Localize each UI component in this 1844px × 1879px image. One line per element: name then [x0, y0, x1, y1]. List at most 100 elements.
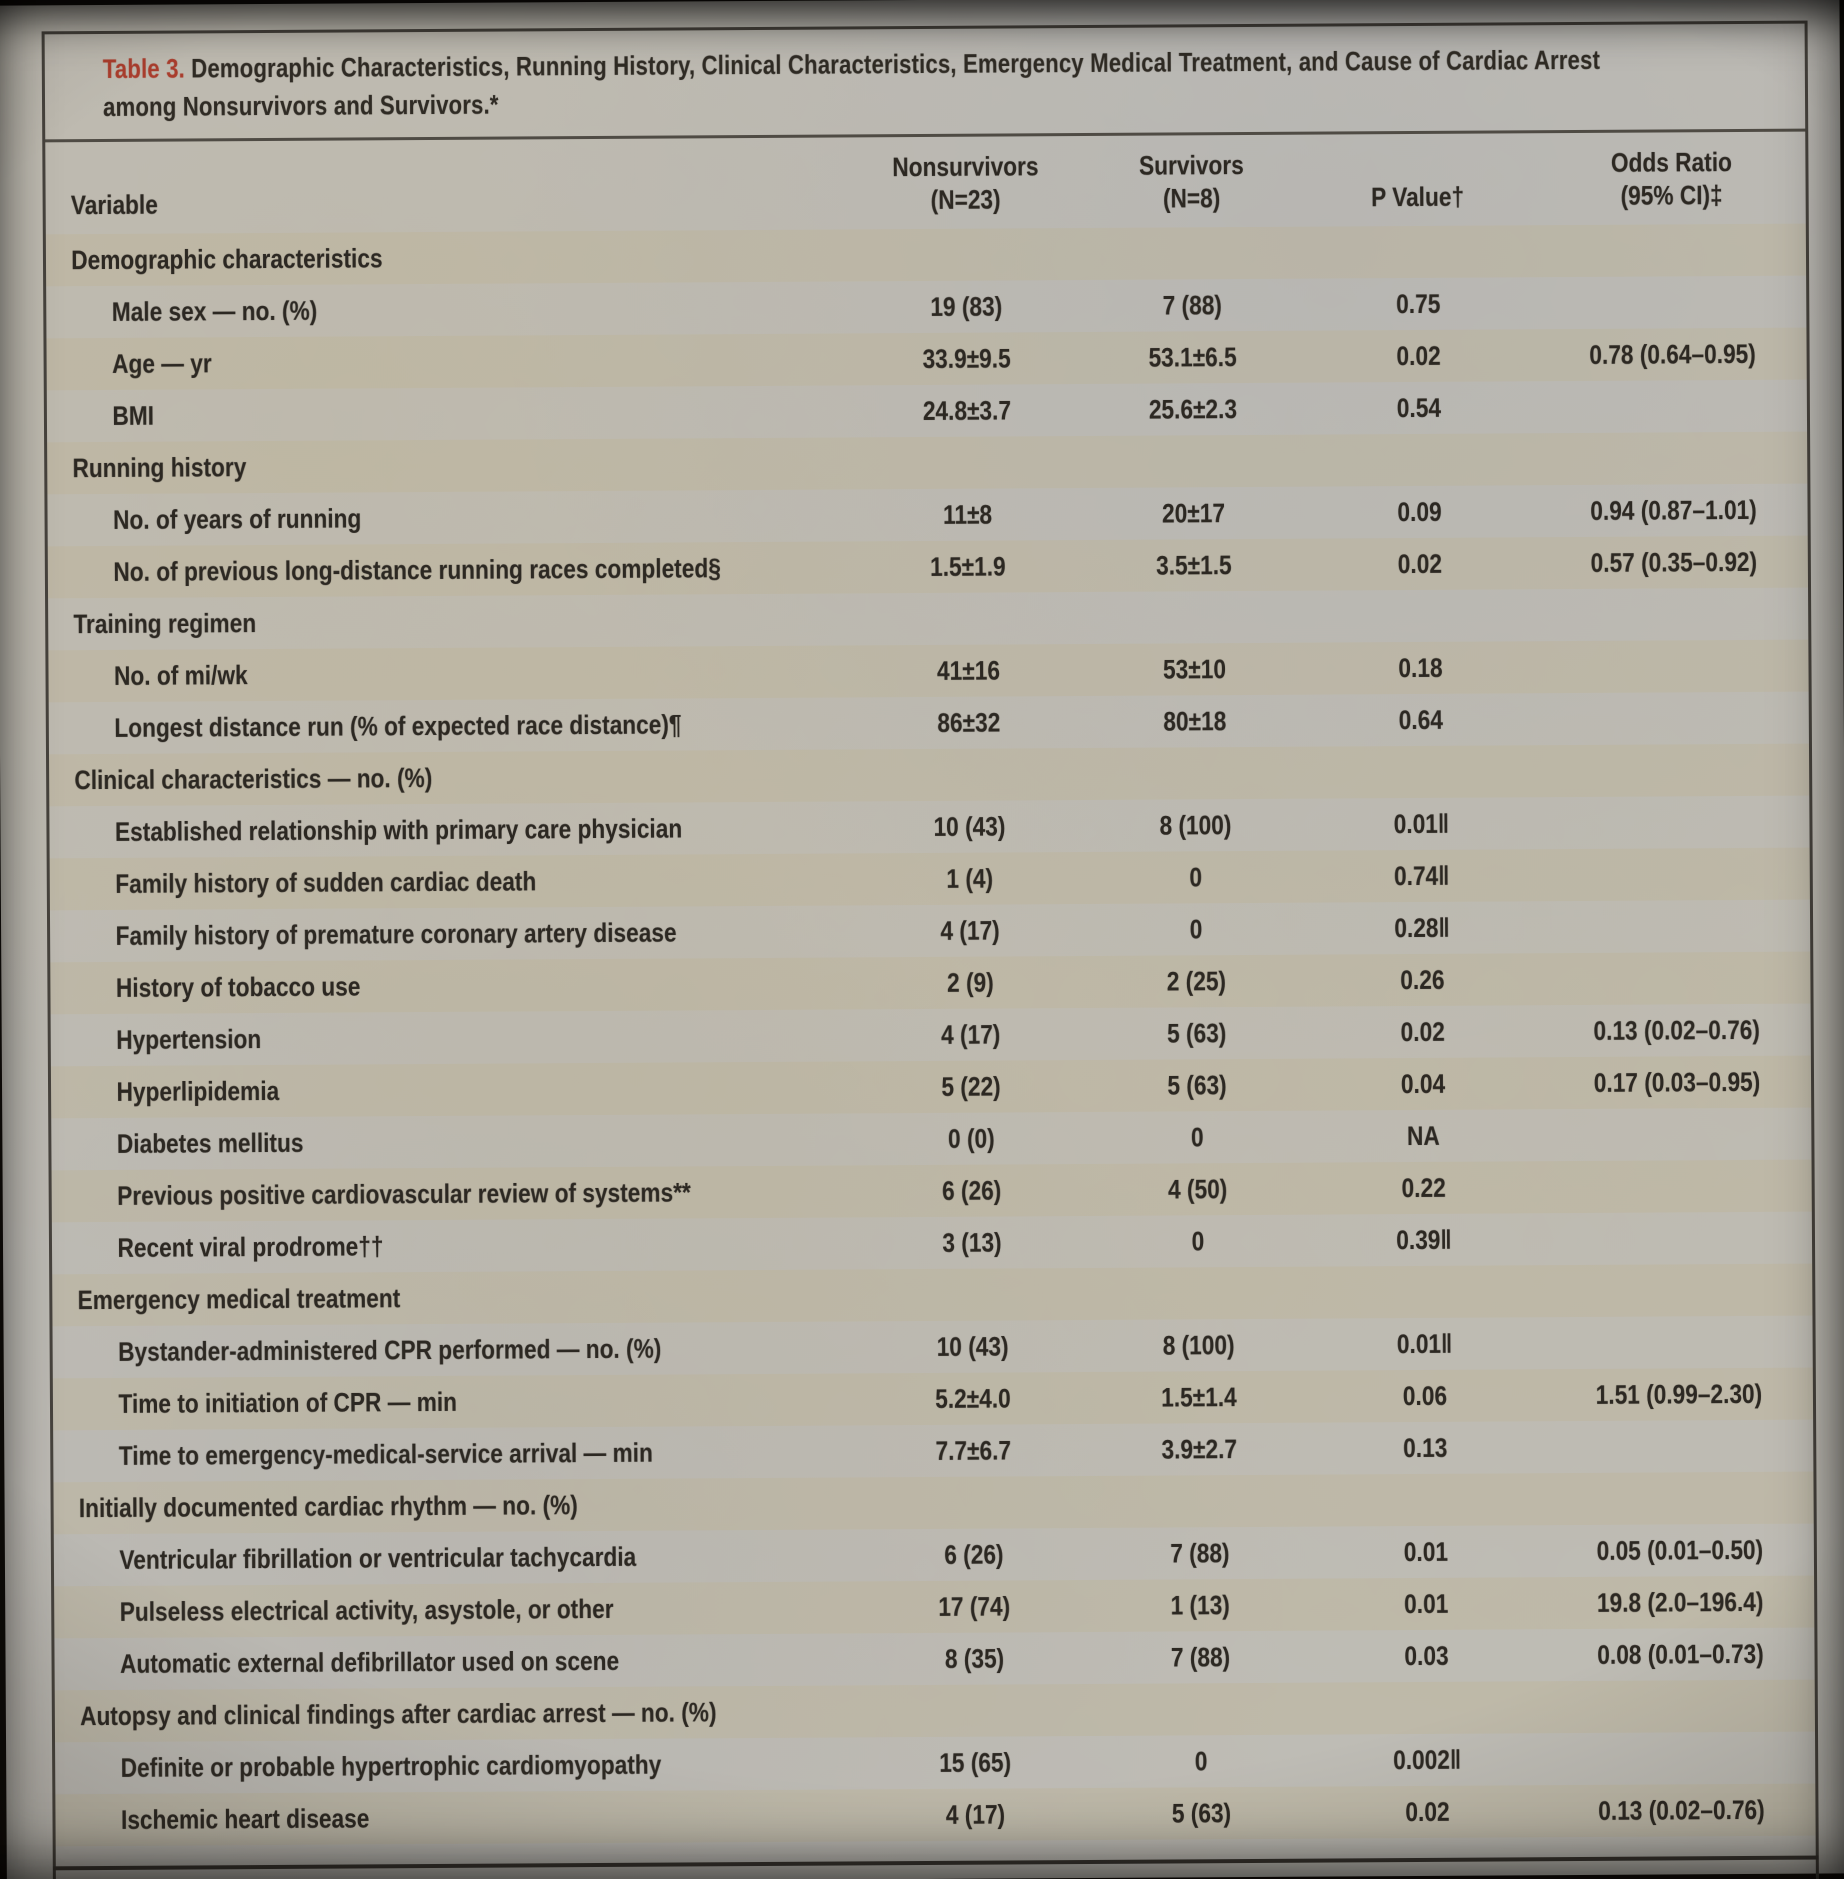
nonsurvivors-header-line1: Nonsurvivors — [892, 151, 1039, 183]
cell-odds-ratio — [1564, 926, 1789, 927]
cell-nonsurvivors: 41±16 — [936, 655, 1001, 686]
row-label: Family history of sudden cardiac death — [115, 865, 537, 899]
row-label: Recent viral prodrome†† — [117, 1230, 384, 1263]
cell-odds-ratio — [1566, 1342, 1791, 1343]
cell-survivors: 0 — [1191, 1225, 1205, 1256]
cell-survivors: 0 — [1189, 861, 1203, 892]
cell-survivors: 3.9±2.7 — [1161, 1433, 1238, 1465]
cell-pvalue: 0.002‖ — [1393, 1744, 1462, 1775]
cell-survivors: 80±18 — [1163, 705, 1227, 737]
cell-pvalue: 0.22 — [1401, 1172, 1446, 1203]
cell-odds-ratio — [1565, 1238, 1790, 1239]
cell-nonsurvivors: 6 (26) — [941, 1175, 1002, 1206]
cell-odds-ratio: 0.05 (0.01–0.50) — [1596, 1534, 1764, 1566]
cell-survivors: 4 (50) — [1167, 1173, 1228, 1205]
row-label: Ventricular fibrillation or ventricular … — [119, 1541, 637, 1575]
cell-pvalue: 0.01‖ — [1393, 808, 1450, 839]
cell-pvalue: 0.01 — [1403, 1536, 1449, 1567]
cell-survivors: 8 (100) — [1162, 1329, 1235, 1361]
cell-pvalue: 0.01‖ — [1396, 1328, 1453, 1359]
cell-nonsurvivors: 3 (13) — [942, 1227, 1002, 1258]
row-label: Pulseless electrical activity, asystole,… — [119, 1593, 614, 1627]
odds-ratio-column-header: Odds Ratio (95% CI)‡ — [1559, 146, 1785, 213]
cell-odds-ratio — [1560, 406, 1785, 407]
cell-nonsurvivors: 5.2±4.0 — [935, 1382, 1011, 1414]
row-label: Hypertension — [116, 1023, 262, 1055]
cell-nonsurvivors: 24.8±3.7 — [922, 394, 1012, 426]
cell-odds-ratio: 0.13 (0.02–0.76) — [1598, 1794, 1765, 1826]
row-label: Hyperlipidemia — [116, 1075, 280, 1107]
cell-nonsurvivors: 1 (4) — [946, 863, 994, 894]
survivors-column-header: Survivors (N=8) — [1102, 149, 1280, 216]
cell-odds-ratio — [1569, 1758, 1794, 1759]
cell-pvalue: 0.02 — [1405, 1796, 1450, 1827]
variable-column-header: Variable — [70, 189, 158, 221]
cell-odds-ratio — [1563, 874, 1788, 875]
cell-nonsurvivors: 8 (35) — [944, 1643, 1005, 1674]
cell-nonsurvivors: 6 (26) — [944, 1539, 1004, 1570]
cell-odds-ratio: 0.57 (0.35–0.92) — [1590, 546, 1758, 578]
cell-nonsurvivors: 10 (43) — [936, 1330, 1009, 1362]
section-label: Initially documented cardiac rhythm — no… — [78, 1489, 578, 1523]
cell-odds-ratio: 0.08 (0.01–0.73) — [1597, 1638, 1764, 1670]
cell-odds-ratio: 1.51 (0.99–2.30) — [1595, 1378, 1763, 1410]
row-label: No. of mi/wk — [113, 659, 248, 691]
section-label: Emergency medical treatment — [77, 1282, 401, 1315]
row-label: Bystander-administered CPR performed — n… — [118, 1333, 662, 1367]
section-label: Training regimen — [73, 607, 257, 639]
section-label: Clinical characteristics — no. (%) — [74, 762, 433, 795]
cell-pvalue: 0.74‖ — [1393, 860, 1450, 891]
row-label: Longest distance run (% of expected race… — [114, 708, 682, 743]
column-header-row: Variable Nonsurvivors (N=23) Survivors (… — [45, 132, 1806, 235]
survivors-header-line1: Survivors — [1139, 150, 1244, 181]
row-label: Time to initiation of CPR — min — [118, 1386, 458, 1419]
cell-odds-ratio — [1562, 666, 1787, 667]
table-number-label: Table 3. — [102, 53, 186, 84]
nonsurvivors-column-header: Nonsurvivors (N=23) — [865, 150, 1067, 217]
cell-nonsurvivors: 5 (22) — [941, 1071, 1001, 1102]
cell-survivors: 7 (88) — [1170, 1537, 1230, 1568]
cell-survivors: 1 (13) — [1170, 1589, 1230, 1620]
cell-pvalue: NA — [1406, 1120, 1440, 1151]
row-label: Male sex — no. (%) — [111, 295, 318, 327]
odds-ratio-header-line2: (95% CI)‡ — [1620, 180, 1723, 211]
cell-odds-ratio — [1567, 1446, 1792, 1447]
cell-survivors: 3.5±1.5 — [1156, 549, 1232, 581]
cell-survivors: 53±10 — [1162, 653, 1227, 685]
cell-odds-ratio — [1562, 718, 1787, 719]
cell-survivors: 7 (88) — [1170, 1641, 1231, 1672]
cell-odds-ratio — [1565, 1186, 1790, 1187]
cell-nonsurvivors: 17 (74) — [938, 1590, 1011, 1622]
row-label: Family history of premature coronary art… — [115, 917, 677, 951]
cell-nonsurvivors: 4 (17) — [940, 1019, 1001, 1050]
cell-nonsurvivors: 86±32 — [937, 707, 1001, 738]
table-bottom-rule — [52, 1855, 1819, 1871]
cell-pvalue: 0.02 — [1396, 340, 1441, 371]
row-label: Diabetes mellitus — [116, 1127, 304, 1159]
cell-survivors: 20±17 — [1161, 497, 1226, 529]
section-label: Autopsy and clinical findings after card… — [79, 1696, 717, 1731]
cell-odds-ratio — [1560, 302, 1785, 303]
cell-odds-ratio: 0.94 (0.87–1.01) — [1590, 494, 1757, 526]
cell-nonsurvivors: 4 (17) — [940, 915, 1000, 946]
section-label: Demographic characteristics — [71, 242, 383, 275]
section-label: Running history — [72, 451, 247, 483]
row-label: No. of years of running — [112, 502, 362, 535]
cell-pvalue: 0.04 — [1400, 1068, 1446, 1099]
cell-nonsurvivors: 0 (0) — [947, 1123, 995, 1154]
cell-odds-ratio: 0.78 (0.64–0.95) — [1589, 338, 1756, 370]
cell-survivors: 53.1±6.5 — [1148, 341, 1237, 373]
table-row: Ischemic heart disease 4 (17) 5 (63) 0.02 0.… — [55, 1783, 1816, 1847]
cell-odds-ratio — [1564, 978, 1789, 979]
cell-pvalue: 0.02 — [1397, 548, 1443, 579]
cell-nonsurvivors: 1.5±1.9 — [930, 550, 1006, 582]
cell-nonsurvivors: 33.9±9.5 — [922, 342, 1011, 374]
table-rows: Demographic characteristics Male sex — no… — [45, 223, 1816, 1847]
cell-nonsurvivors: 7.7±6.7 — [935, 1434, 1012, 1466]
cell-survivors: 7 (88) — [1162, 289, 1222, 321]
cell-odds-ratio — [1565, 1134, 1790, 1135]
cell-nonsurvivors: 4 (17) — [945, 1799, 1006, 1830]
cell-pvalue: 0.26 — [1400, 964, 1445, 995]
row-label: Previous positive cardiovascular review … — [117, 1176, 691, 1211]
